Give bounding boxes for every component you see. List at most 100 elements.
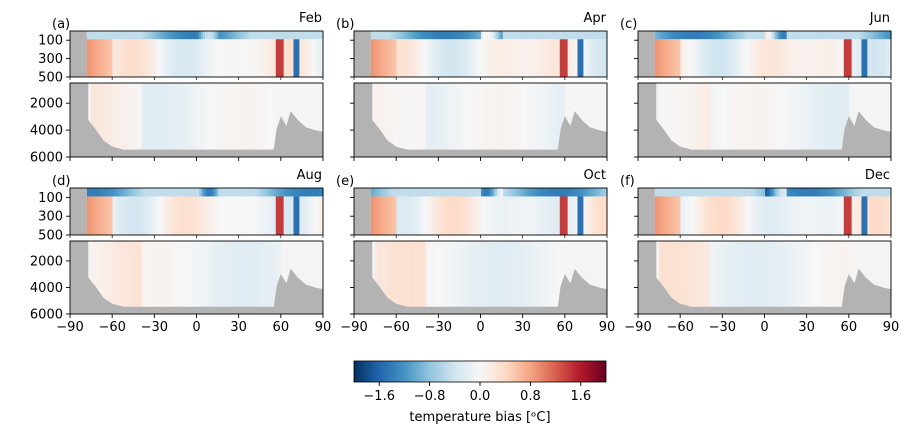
bias-cell <box>495 241 500 314</box>
bias-cell <box>128 188 131 197</box>
bias-cell <box>445 39 449 77</box>
bias-cell <box>274 83 279 157</box>
bias-cell <box>885 31 888 40</box>
bias-cell <box>823 83 828 157</box>
bias-cell <box>569 188 573 197</box>
bias-cell <box>277 83 282 157</box>
bias-cell <box>437 31 441 40</box>
bias-cell <box>218 188 222 197</box>
bias-cell <box>482 241 487 314</box>
bias-cell <box>160 83 165 157</box>
bias-cell <box>828 196 831 235</box>
bias-cell <box>378 31 382 40</box>
bias-cell <box>217 83 222 157</box>
bias-cell <box>157 39 161 77</box>
bias-cell <box>315 196 318 235</box>
bias-cell <box>508 31 512 40</box>
bias-cell <box>279 188 283 197</box>
bias-cell <box>722 83 727 157</box>
bias-cell <box>696 188 699 197</box>
bias-cell <box>778 188 782 197</box>
bias-cell <box>467 39 470 77</box>
bias-cell <box>222 188 226 197</box>
bias-cell <box>384 188 388 197</box>
bias-cell <box>498 31 502 40</box>
bias-cell <box>770 188 774 197</box>
bias-cell <box>698 188 701 197</box>
bias-cell <box>757 39 760 77</box>
bias-cell <box>713 188 717 197</box>
bias-cell <box>538 31 541 40</box>
bias-cell <box>447 196 451 235</box>
bias-cell <box>311 188 314 197</box>
bias-cell <box>398 188 401 197</box>
bias-cell <box>425 241 430 314</box>
bias-cell <box>453 31 457 40</box>
bias-cell <box>120 188 123 197</box>
bias-cell <box>745 188 748 197</box>
bias-cell <box>785 241 790 314</box>
bias-cell <box>403 241 408 314</box>
bias-cell <box>875 39 878 77</box>
bias-cell <box>676 188 680 197</box>
bias-cell <box>853 31 857 40</box>
bias-cell <box>865 31 868 40</box>
bias-cell <box>450 241 455 314</box>
bias-cell <box>141 188 145 197</box>
bias-cell <box>193 31 196 40</box>
bias-cell <box>877 188 880 197</box>
bias-cell <box>506 188 510 197</box>
bias-cell <box>725 39 729 77</box>
panel-label: (a) <box>52 17 70 32</box>
bias-cell <box>177 39 180 77</box>
panel-label: (b) <box>336 17 354 32</box>
bias-cell <box>599 188 602 197</box>
bias-cell <box>528 188 531 197</box>
bias-cell <box>687 241 692 314</box>
land-mask <box>354 188 371 235</box>
bias-cell <box>530 241 534 314</box>
bias-cell <box>522 196 525 235</box>
bias-cell <box>208 188 212 197</box>
bias-cell <box>835 188 839 197</box>
bias-cell <box>484 196 488 235</box>
bias-cell <box>171 39 175 77</box>
bias-cell <box>583 196 586 235</box>
bias-cell <box>581 196 584 235</box>
bias-cell <box>416 39 419 77</box>
bias-cell <box>466 241 471 314</box>
bias-cell <box>388 196 392 235</box>
bias-cell <box>549 83 553 157</box>
bias-cell <box>425 188 429 197</box>
bias-cell <box>839 31 843 40</box>
bias-cell <box>402 188 405 197</box>
bias-cell <box>719 31 723 40</box>
bias-cell <box>451 188 455 197</box>
bias-cell <box>795 241 799 314</box>
bias-cell <box>533 241 537 314</box>
bias-cell <box>116 188 119 197</box>
bias-cell <box>422 31 425 40</box>
bias-cell <box>239 83 244 157</box>
bias-cell <box>179 83 184 157</box>
bias-cell <box>277 39 281 77</box>
bias-cell <box>236 39 239 77</box>
bias-cell <box>741 241 746 314</box>
bias-cell <box>522 39 525 77</box>
bias-cell <box>483 196 486 235</box>
bias-cell <box>881 39 884 77</box>
bias-cell <box>413 241 417 314</box>
bias-cell <box>277 31 281 40</box>
bias-cell <box>151 188 155 197</box>
bias-cell <box>273 196 277 235</box>
bias-cell <box>518 39 522 77</box>
bias-cell <box>824 188 827 197</box>
bias-cell <box>703 241 708 314</box>
bias-cell <box>577 196 581 235</box>
bias-cell <box>386 196 390 235</box>
colorbar-tick-label: 0.8 <box>520 389 541 404</box>
bias-cell <box>871 31 874 40</box>
bias-cell <box>760 83 765 157</box>
bias-cell <box>144 241 149 314</box>
colorbar-tick-label: −0.8 <box>414 389 446 404</box>
